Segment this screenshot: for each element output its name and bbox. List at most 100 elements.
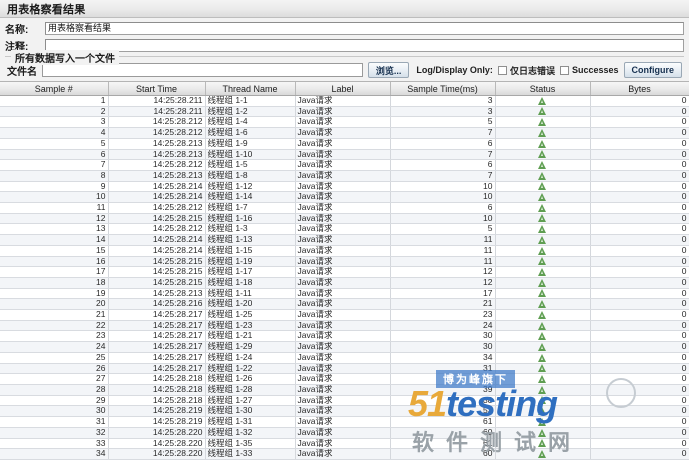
successes-checkbox[interactable]: Successes [559, 65, 619, 75]
table-row[interactable]: 20 14:25:28.216 线程组 1-20 Java请求 21 0 [0, 298, 689, 311]
table-row[interactable]: 32 14:25:28.220 线程组 1-32 Java请求 60 0 [0, 427, 689, 439]
cell-label: Java请求 [295, 149, 391, 161]
errors-only-checkbox[interactable]: 仅日志错误 [497, 64, 555, 77]
table-row[interactable]: 23 14:25:28.217 线程组 1-21 Java请求 30 0 [0, 330, 689, 343]
cell-thread-name: 线程组 1-7 [205, 202, 296, 214]
successes-checkbox-label: Successes [571, 65, 619, 75]
table-row[interactable]: 30 14:25:28.219 线程组 1-30 Java请求 53 0 [0, 405, 689, 418]
table-row[interactable]: 15 14:25:28.214 线程组 1-15 Java请求 11 0 [0, 245, 689, 257]
cell-bytes: 0 [590, 341, 689, 353]
cell-label: Java请求 [295, 245, 391, 257]
column-header-sample-time[interactable]: Sample Time(ms) [390, 82, 496, 96]
cell-start-time: 14:25:28.217 [108, 309, 206, 321]
success-triangle-icon [538, 214, 547, 223]
cell-sample-number: 18 [0, 277, 109, 289]
filename-input[interactable] [42, 63, 363, 77]
table-row[interactable]: 31 14:25:28.219 线程组 1-31 Java请求 61 0 [0, 416, 689, 428]
table-row[interactable]: 17 14:25:28.215 线程组 1-17 Java请求 12 0 [0, 266, 689, 278]
column-header-bytes[interactable]: Bytes [590, 82, 689, 96]
success-triangle-icon [538, 428, 547, 437]
success-triangle-icon [538, 321, 547, 330]
cell-bytes: 0 [590, 266, 689, 278]
cell-status [495, 448, 591, 460]
cell-sample-time: 34 [390, 352, 496, 364]
cell-sample-number: 22 [0, 320, 109, 332]
success-triangle-icon [538, 375, 547, 384]
cell-sample-number: 27 [0, 373, 109, 385]
checkbox-box-icon[interactable] [497, 65, 507, 75]
table-row[interactable]: 18 14:25:28.215 线程组 1-18 Java请求 12 0 [0, 277, 689, 289]
column-header-sample-number[interactable]: Sample # [0, 82, 109, 96]
cell-label: Java请求 [295, 395, 391, 407]
table-row[interactable]: 27 14:25:28.218 线程组 1-26 Java请求 37 0 [0, 373, 689, 385]
cell-start-time: 14:25:28.214 [108, 245, 206, 257]
cell-start-time: 14:25:28.215 [108, 266, 206, 278]
table-row[interactable]: 22 14:25:28.217 线程组 1-23 Java请求 24 0 [0, 320, 689, 332]
cell-sample-time: 24 [390, 320, 496, 332]
table-row[interactable]: 6 14:25:28.213 线程组 1-10 Java请求 7 0 [0, 149, 689, 161]
configure-button[interactable]: Configure [623, 62, 682, 78]
table-row[interactable]: 1 14:25:28.211 线程组 1-1 Java请求 3 0 [0, 95, 689, 107]
table-row[interactable]: 8 14:25:28.213 线程组 1-8 Java请求 7 0 [0, 170, 689, 182]
column-header-status[interactable]: Status [495, 82, 591, 96]
cell-label: Java请求 [295, 116, 391, 129]
table-row[interactable]: 10 14:25:28.214 线程组 1-14 Java请求 10 0 [0, 191, 689, 204]
table-row[interactable]: 26 14:25:28.217 线程组 1-22 Java请求 31 0 [0, 363, 689, 375]
cell-label: Java请求 [295, 363, 391, 375]
cell-sample-time: 17 [390, 288, 496, 300]
cell-sample-time: 23 [390, 309, 496, 321]
cell-sample-time: 37 [390, 373, 496, 385]
cell-label: Java请求 [295, 170, 391, 182]
cell-bytes: 0 [590, 352, 689, 364]
column-header-thread-name[interactable]: Thread Name [205, 82, 296, 96]
success-triangle-icon [538, 193, 547, 202]
browse-button[interactable]: 浏览... [367, 62, 410, 78]
cell-sample-time: 6 [390, 159, 496, 171]
table-row[interactable]: 13 14:25:28.212 线程组 1-3 Java请求 5 0 [0, 223, 689, 236]
cell-sample-time: 38 [390, 395, 496, 407]
cell-thread-name: 线程组 1-19 [205, 256, 296, 268]
cell-status [495, 320, 591, 332]
cell-start-time: 14:25:28.218 [108, 395, 206, 407]
table-row[interactable]: 29 14:25:28.218 线程组 1-27 Java请求 38 0 [0, 395, 689, 407]
table-row[interactable]: 5 14:25:28.213 线程组 1-9 Java请求 6 0 [0, 138, 689, 150]
cell-start-time: 14:25:28.213 [108, 138, 206, 150]
cell-thread-name: 线程组 1-33 [205, 448, 296, 460]
checkbox-box-icon[interactable] [559, 65, 569, 75]
cell-thread-name: 线程组 1-22 [205, 363, 296, 375]
column-header-start-time[interactable]: Start Time [108, 82, 206, 96]
cell-thread-name: 线程组 1-31 [205, 416, 296, 428]
cell-status [495, 149, 591, 161]
cell-thread-name: 线程组 1-14 [205, 191, 296, 204]
table-row[interactable]: 19 14:25:28.213 线程组 1-11 Java请求 17 0 [0, 288, 689, 300]
comment-input[interactable] [45, 39, 684, 52]
table-row[interactable]: 24 14:25:28.217 线程组 1-29 Java请求 30 0 [0, 341, 689, 353]
table-row[interactable]: 7 14:25:28.212 线程组 1-5 Java请求 6 0 [0, 159, 689, 171]
table-row[interactable]: 3 14:25:28.212 线程组 1-4 Java请求 5 0 [0, 116, 689, 129]
cell-thread-name: 线程组 1-9 [205, 138, 296, 150]
table-row[interactable]: 34 14:25:28.220 线程组 1-33 Java请求 60 0 [0, 448, 689, 460]
table-row[interactable]: 16 14:25:28.215 线程组 1-19 Java请求 11 0 [0, 256, 689, 268]
cell-sample-time: 39 [390, 384, 496, 396]
cell-bytes: 0 [590, 181, 689, 193]
table-row[interactable]: 2 14:25:28.211 线程组 1-2 Java请求 3 0 [0, 106, 689, 118]
cell-start-time: 14:25:28.217 [108, 341, 206, 353]
table-row[interactable]: 9 14:25:28.214 线程组 1-12 Java请求 10 0 [0, 181, 689, 193]
table-row[interactable]: 4 14:25:28.212 线程组 1-6 Java请求 7 0 [0, 127, 689, 139]
name-input[interactable]: 用表格察看结果 [45, 22, 684, 35]
table-row[interactable]: 28 14:25:28.218 线程组 1-28 Java请求 39 0 [0, 384, 689, 396]
table-row[interactable]: 12 14:25:28.215 线程组 1-16 Java请求 10 0 [0, 213, 689, 225]
column-header-label[interactable]: Label [295, 82, 391, 96]
cell-sample-time: 7 [390, 127, 496, 139]
table-row[interactable]: 25 14:25:28.217 线程组 1-24 Java请求 34 0 [0, 352, 689, 364]
cell-label: Java请求 [295, 405, 391, 418]
table-row[interactable]: 21 14:25:28.217 线程组 1-25 Java请求 23 0 [0, 309, 689, 321]
cell-label: Java请求 [295, 416, 391, 428]
cell-sample-time: 53 [390, 405, 496, 418]
table-row[interactable]: 14 14:25:28.214 线程组 1-13 Java请求 11 0 [0, 234, 689, 246]
table-row[interactable]: 33 14:25:28.220 线程组 1-35 Java请求 61 0 [0, 438, 689, 450]
cell-sample-number: 10 [0, 191, 109, 204]
cell-bytes: 0 [590, 149, 689, 161]
cell-label: Java请求 [295, 298, 391, 311]
table-row[interactable]: 11 14:25:28.212 线程组 1-7 Java请求 6 0 [0, 202, 689, 214]
